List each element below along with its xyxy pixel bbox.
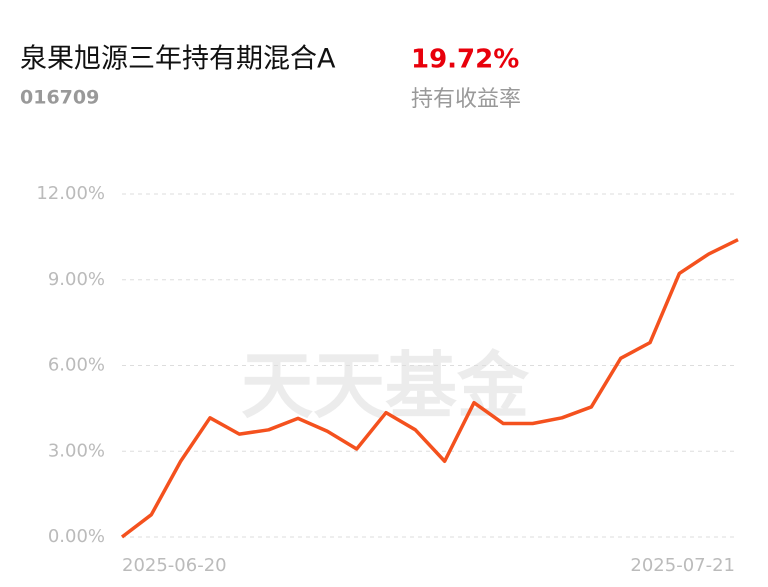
y-tick-label: 6.00% <box>48 355 105 376</box>
fund-code: 016709 <box>20 87 99 109</box>
fund-name: 泉果旭源三年持有期混合A <box>20 44 336 75</box>
y-tick-label: 9.00% <box>48 269 105 290</box>
line-series <box>120 238 739 539</box>
y-tick-label: 3.00% <box>48 440 105 461</box>
x-tick-label: 2025-07-21 <box>630 555 735 576</box>
y-tick-label: 0.00% <box>48 526 105 547</box>
return-value: 19.72% <box>411 45 519 75</box>
x-tick-label: 2025-06-20 <box>122 555 227 576</box>
return-label: 持有收益率 <box>411 87 521 112</box>
y-tick-label: 12.00% <box>36 183 105 204</box>
